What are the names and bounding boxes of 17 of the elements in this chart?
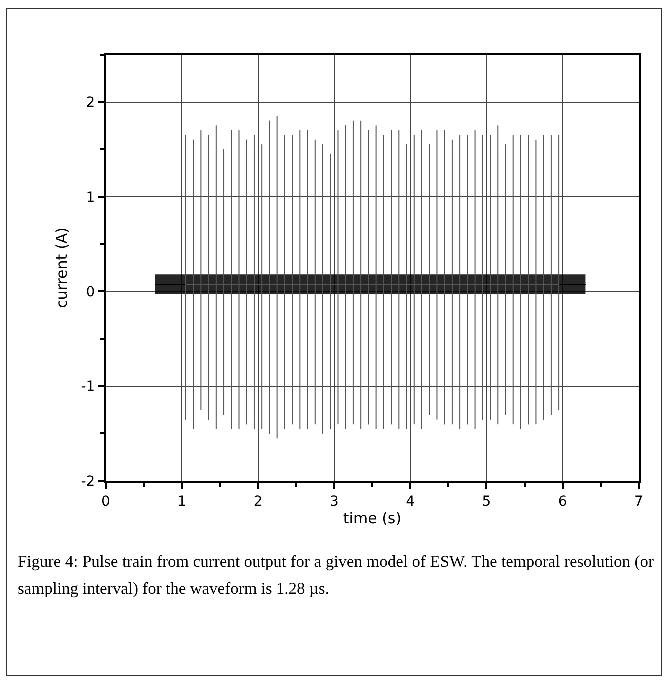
x-axis-title: time (s) (343, 509, 402, 528)
line-series (185, 116, 560, 439)
y-tick-label: 0 (86, 284, 96, 301)
y-tick-label: -1 (81, 379, 96, 396)
x-tick-label: 7 (634, 494, 644, 510)
caption: Figure 4: Pulse train from current output for a given model of ESW. The temporal resolution (or sampling interval) for the waveform is 1.28 µs. (18, 551, 654, 600)
x-tick-label: 1 (178, 494, 187, 510)
y-tick-label: -2 (81, 474, 96, 490)
x-tick-label: 4 (406, 494, 416, 510)
x-tick-label: 3 (330, 494, 339, 510)
x-tick-label: 0 (102, 494, 110, 510)
x-tick-label: 5 (482, 494, 492, 510)
y-axis-title: current (A) (52, 228, 71, 308)
x-tick-label: 6 (558, 494, 568, 510)
x-tick-label: 2 (254, 494, 263, 510)
y-tick-label: 2 (86, 95, 96, 112)
y-tick-label: 1 (86, 190, 96, 206)
